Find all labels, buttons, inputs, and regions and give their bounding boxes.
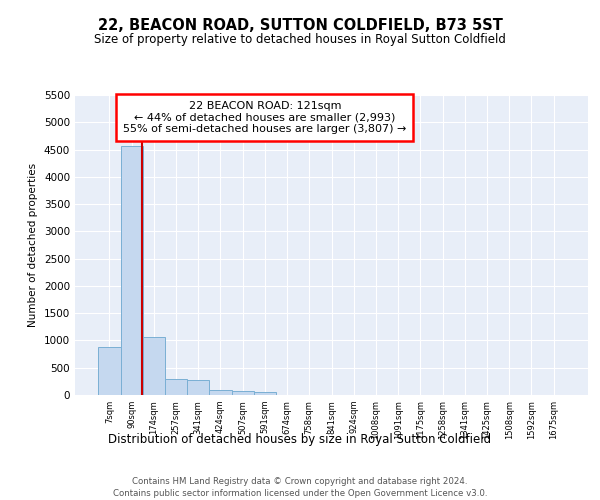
Bar [143, 337, 165, 395]
Text: Contains HM Land Registry data © Crown copyright and database right 2024.: Contains HM Land Registry data © Crown c… [132, 478, 468, 486]
Text: 22, BEACON ROAD, SUTTON COLDFIELD, B73 5ST: 22, BEACON ROAD, SUTTON COLDFIELD, B73 5… [98, 18, 502, 32]
Bar [254, 392, 276, 395]
Text: 22 BEACON ROAD: 121sqm
← 44% of detached houses are smaller (2,993)
55% of semi-: 22 BEACON ROAD: 121sqm ← 44% of detached… [123, 101, 406, 134]
Text: Distribution of detached houses by size in Royal Sutton Coldfield: Distribution of detached houses by size … [109, 432, 491, 446]
Bar [121, 146, 143, 395]
Text: Contains public sector information licensed under the Open Government Licence v3: Contains public sector information licen… [113, 489, 487, 498]
Bar [209, 390, 232, 395]
Bar [165, 379, 187, 395]
Y-axis label: Number of detached properties: Number of detached properties [28, 163, 38, 327]
Bar [232, 390, 254, 395]
Text: Size of property relative to detached houses in Royal Sutton Coldfield: Size of property relative to detached ho… [94, 32, 506, 46]
Bar [98, 347, 121, 395]
Bar [187, 380, 209, 395]
